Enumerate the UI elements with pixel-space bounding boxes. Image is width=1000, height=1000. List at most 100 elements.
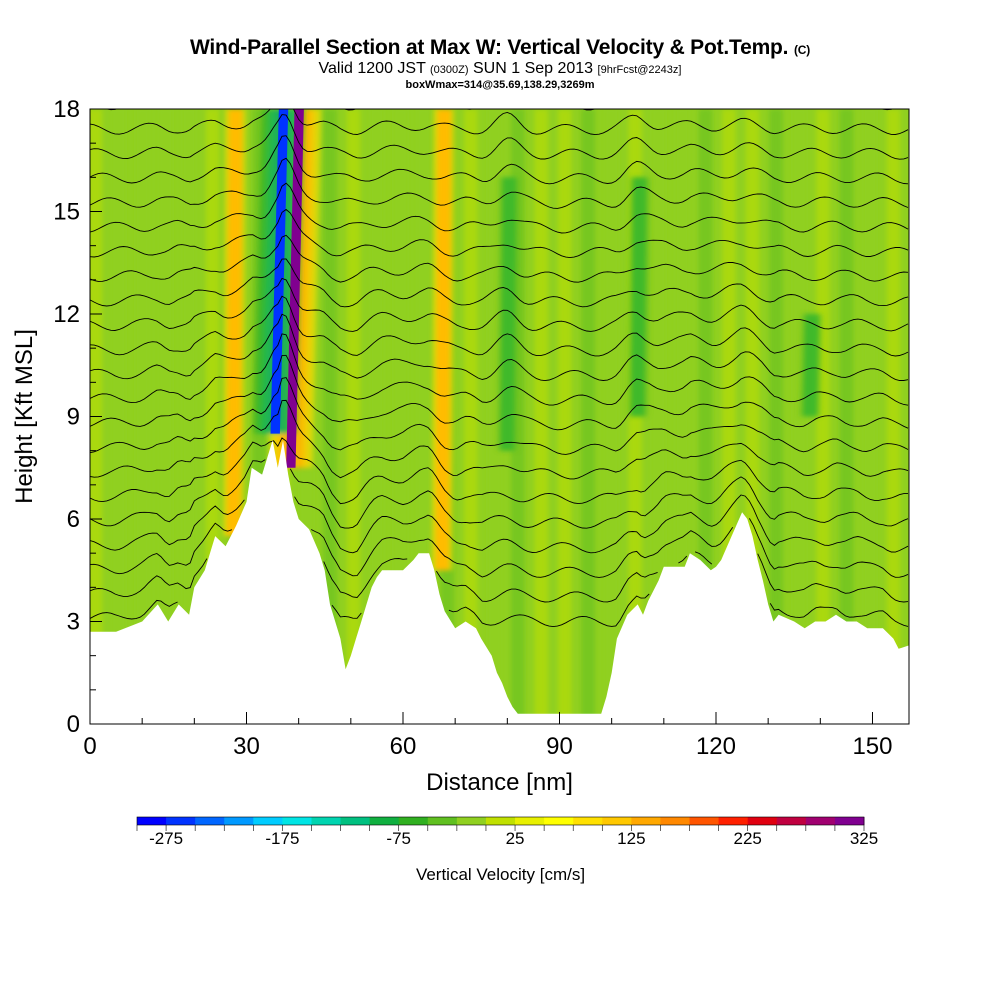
y-tick-label: 6 — [67, 506, 80, 533]
x-tick-label: 0 — [83, 733, 96, 760]
theta-contour — [90, 258, 909, 308]
axes: 0 30 60 90 120 150 0 3 6 9 12 15 18 Distance [nm] Heig… — [11, 96, 910, 796]
colorbar-swatch — [718, 817, 749, 825]
theta-contour — [90, 157, 909, 209]
copyright-mark: (C) — [793, 43, 811, 57]
y-tick-label: 3 — [67, 609, 80, 636]
colorbar-swatch — [224, 817, 254, 825]
colorbar-frame — [136, 816, 865, 826]
y-tick-label: 9 — [67, 404, 80, 431]
colorbar-tick-label: 325 — [850, 829, 878, 848]
theta-contour — [90, 399, 909, 480]
colorbar-swatch — [834, 817, 865, 825]
colorbar: -275 -175 -75 25 125 225 325 Vertical Velocity … — [136, 816, 878, 884]
theta-contour — [90, 109, 909, 136]
colorbar-swatch — [398, 817, 429, 825]
y-axis-label: Height [Kft MSL] — [11, 329, 38, 504]
colorbar-tick-label: 225 — [733, 829, 761, 848]
plot-area — [90, 51, 909, 724]
theta-contour — [90, 51, 908, 85]
theta-contour — [90, 593, 909, 628]
box-wmax-line: boxWmax=314@35.69,138.29,3269m — [405, 79, 595, 91]
colorbar-swatch — [369, 817, 400, 825]
field-band — [651, 109, 666, 724]
chart-title: Wind-Parallel Section at Max W: Vertical… — [0, 36, 1000, 60]
theta-contour — [90, 295, 909, 357]
theta-contour — [90, 114, 909, 160]
field-band — [581, 109, 595, 724]
colorbar-swatch — [689, 817, 720, 825]
colorbar-tick-label: -275 — [149, 829, 183, 848]
theta-contour — [90, 459, 909, 529]
x-tick-label: 60 — [390, 733, 417, 760]
theta-contour — [90, 234, 909, 283]
field-band — [557, 109, 572, 724]
x-tick-label: 120 — [696, 733, 736, 760]
y-tick-label: 18 — [53, 96, 80, 123]
colorbar-swatch — [311, 817, 342, 825]
forecast-info: [9hrFcst@2243z] — [597, 64, 682, 76]
valid-date: SUN 1 Sep 2013 — [473, 60, 594, 77]
colorbar-swatch — [602, 817, 632, 825]
theta-contours — [90, 51, 909, 628]
w-feature-core — [286, 109, 304, 468]
field-band — [346, 109, 361, 724]
colorbar-swatch — [282, 817, 312, 825]
theta-contour — [90, 377, 909, 455]
colorbar-swatch — [544, 817, 574, 825]
colorbar-swatch — [253, 817, 283, 825]
colorbar-tick-label: -75 — [386, 829, 411, 848]
valid-prefix: Valid 1200 JST — [318, 60, 426, 77]
colorbar-swatch — [427, 817, 458, 825]
field-band — [839, 109, 854, 724]
theta-contour — [90, 208, 909, 259]
w-feature-band — [627, 177, 651, 417]
colorbar-tick-label: 125 — [617, 829, 645, 848]
field-band — [769, 109, 783, 724]
field-band — [863, 109, 877, 724]
colorbar-swatch — [485, 817, 516, 825]
colorbar-swatch — [195, 817, 225, 825]
colorbar-swatch — [805, 817, 836, 825]
valid-time-line: Valid 1200 JST (0300Z) SUN 1 Sep 2013 [9… — [0, 60, 1000, 79]
theta-contour — [90, 277, 909, 332]
w-feature-band — [431, 109, 455, 571]
valid-utc: (0300Z) — [430, 64, 469, 76]
theta-contour — [90, 551, 909, 603]
theta-contour — [90, 182, 909, 234]
y-tick-label: 0 — [67, 711, 80, 738]
field-band — [111, 109, 126, 724]
x-tick-label: 30 — [233, 733, 260, 760]
w-feature-band — [799, 314, 823, 417]
field-band — [886, 109, 901, 724]
colorbar-tick-label: -175 — [265, 829, 299, 848]
w-feature-band — [222, 109, 247, 537]
colorbar-swatch — [573, 817, 603, 825]
theta-contour — [90, 135, 909, 185]
colorbar-swatch — [776, 817, 807, 825]
theta-contour — [90, 494, 909, 554]
terrain — [90, 440, 909, 724]
field-band — [135, 109, 149, 724]
x-tick-label: 90 — [546, 733, 573, 760]
x-axis-label: Distance [nm] — [426, 769, 573, 796]
field-band — [158, 109, 173, 724]
field-band — [487, 109, 502, 724]
colorbar-swatch — [166, 817, 196, 825]
w-feature-core — [270, 109, 289, 434]
title-block: Wind-Parallel Section at Max W: Vertical… — [0, 36, 1000, 91]
theta-contour — [90, 333, 909, 406]
field-band — [182, 109, 196, 724]
colorbar-swatch — [340, 817, 371, 825]
y-tick-label: 12 — [53, 301, 80, 328]
colorbar-swatch — [660, 817, 691, 825]
theta-contour — [90, 518, 909, 578]
colorbar-swatch — [631, 817, 661, 825]
x-tick-label: 150 — [852, 733, 892, 760]
colorbar-swatch — [515, 817, 545, 825]
y-tick-label: 15 — [53, 199, 80, 226]
chart-title-main: Wind-Parallel Section at Max W: Vertical… — [189, 36, 789, 59]
theta-contour — [90, 313, 909, 382]
colorbar-swatch — [456, 817, 487, 825]
